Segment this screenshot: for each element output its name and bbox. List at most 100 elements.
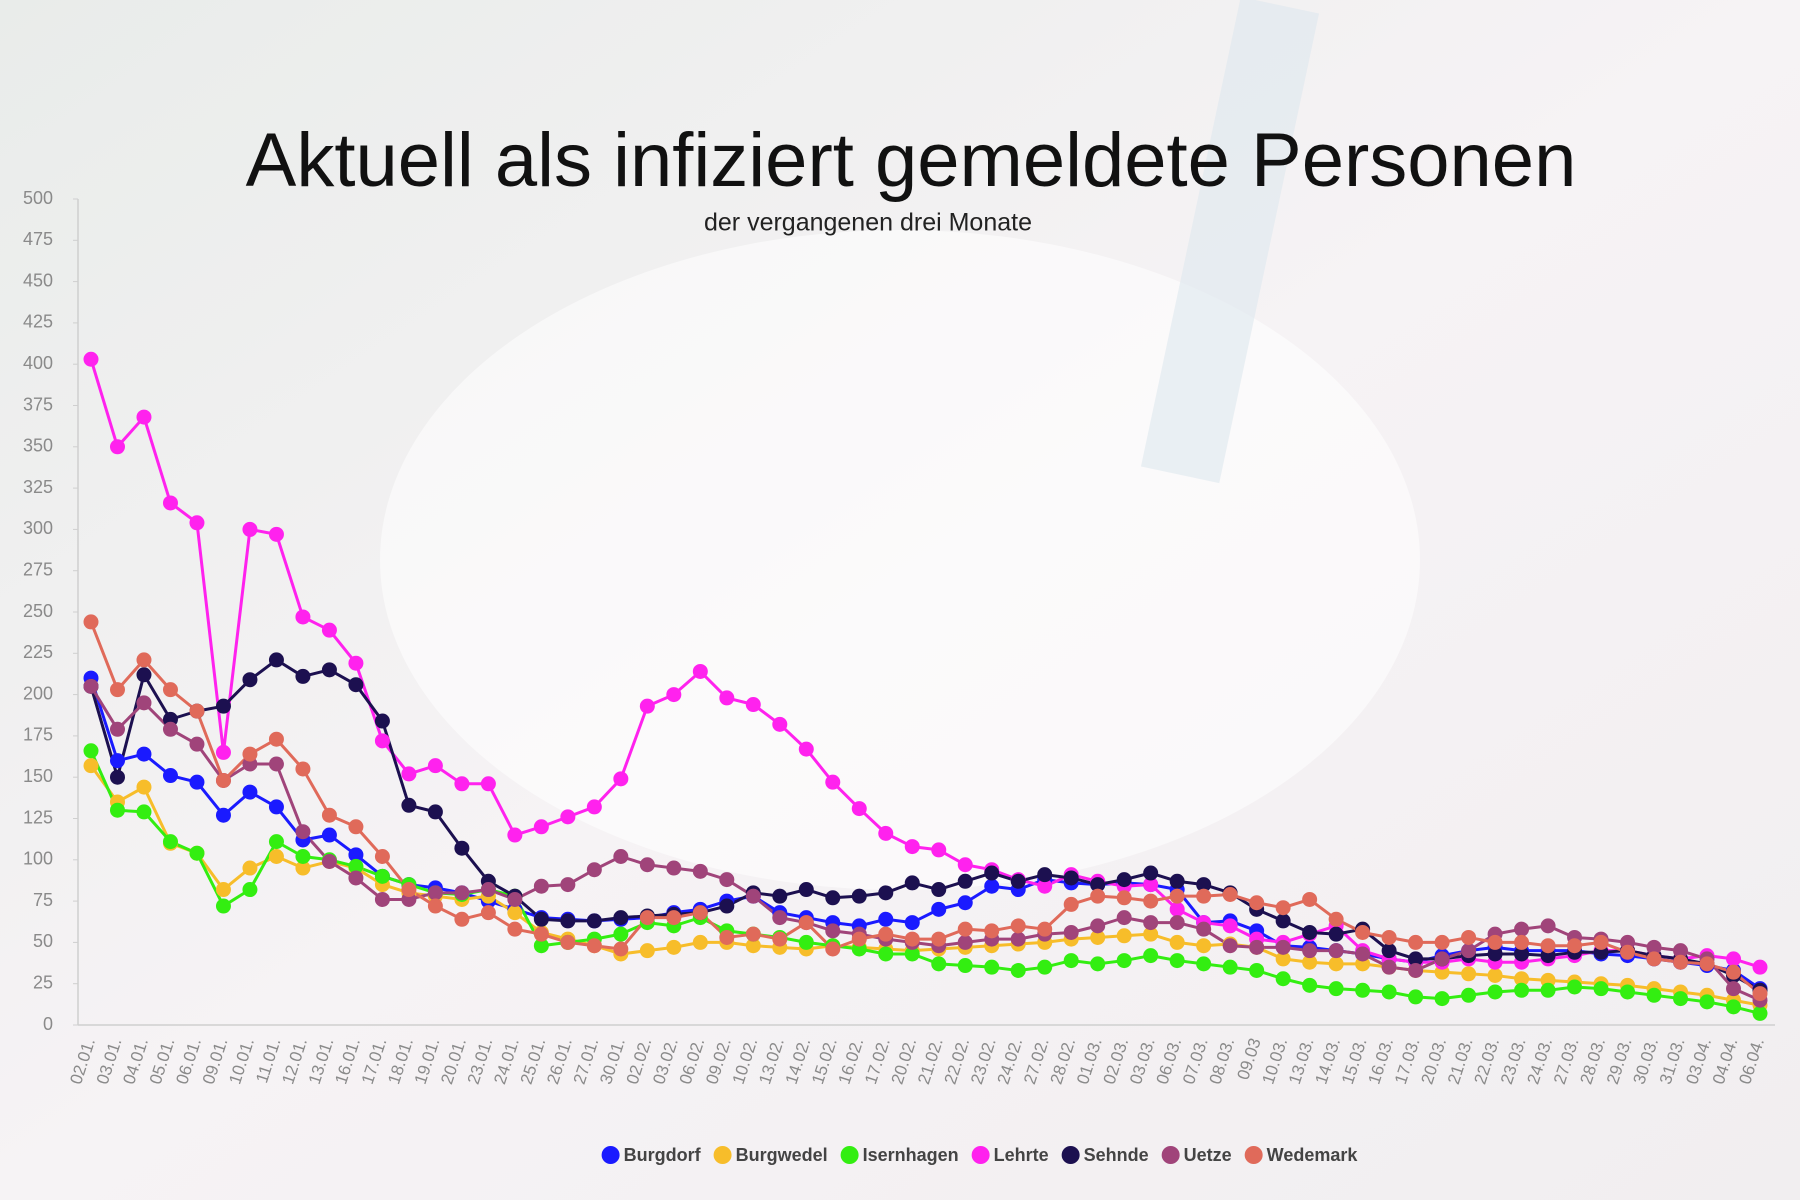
data-point [957, 934, 973, 950]
y-tick-label: 400 [23, 353, 53, 373]
data-point [533, 878, 549, 894]
data-point [1169, 888, 1185, 904]
data-point [215, 807, 231, 823]
y-tick-label: 375 [23, 394, 53, 414]
legend: Burgdorf Burgwedel Isernhagen Lehrte Sehnde U… [601, 1145, 1358, 1165]
data-point [560, 877, 576, 893]
data-point [1726, 999, 1742, 1015]
data-point [1593, 934, 1609, 950]
data-point [1169, 953, 1185, 969]
data-point [1514, 971, 1530, 987]
data-point [1302, 924, 1318, 940]
data-point [1143, 865, 1159, 881]
data-point [1037, 959, 1053, 975]
data-point [374, 848, 390, 864]
data-point [295, 848, 311, 864]
data-point [1673, 991, 1689, 1007]
data-point [639, 910, 655, 926]
data-point [586, 913, 602, 929]
legend-marker [1161, 1146, 1180, 1164]
data-point [613, 771, 629, 787]
data-point [1116, 890, 1132, 906]
y-tick-label: 275 [23, 559, 53, 579]
data-point [1302, 891, 1318, 907]
y-tick-label: 100 [23, 849, 53, 869]
data-point [1063, 953, 1079, 969]
data-point [136, 746, 152, 762]
y-tick-label: 150 [23, 766, 53, 786]
data-point [533, 911, 549, 927]
data-point [1726, 951, 1742, 967]
y-tick-label: 75 [33, 890, 53, 910]
data-point [984, 878, 1000, 894]
data-point [1275, 939, 1291, 955]
data-point [242, 521, 258, 537]
background-shape [1140, 0, 1320, 484]
data-point [613, 941, 629, 957]
data-point [931, 842, 947, 858]
data-point [427, 804, 443, 820]
data-point [1010, 873, 1026, 889]
data-point [1328, 981, 1344, 997]
data-point [401, 766, 417, 782]
data-point [1355, 982, 1371, 998]
legend-item: Burgdorf [601, 1145, 702, 1165]
data-point [242, 860, 258, 876]
series-line [89, 621, 1761, 995]
data-point [374, 733, 390, 749]
data-point [904, 946, 920, 962]
data-point [772, 910, 788, 926]
data-point [1143, 915, 1159, 931]
data-point [109, 753, 125, 769]
data-point [745, 938, 761, 954]
series-line [89, 764, 1761, 1007]
data-point [1408, 962, 1424, 978]
data-point [507, 921, 523, 937]
data-point [136, 804, 152, 820]
data-point [83, 758, 99, 774]
data-point [295, 761, 311, 777]
y-tick-label: 0 [43, 1014, 53, 1034]
data-point [772, 888, 788, 904]
data-point [1063, 870, 1079, 886]
data-point [1699, 956, 1715, 972]
legend-label: Uetze [1184, 1145, 1232, 1165]
data-point [162, 682, 178, 698]
data-point [1540, 982, 1556, 998]
data-point [1037, 867, 1053, 883]
data-point [268, 731, 284, 747]
data-point [692, 905, 708, 921]
data-point [454, 885, 470, 901]
data-point [745, 926, 761, 942]
data-point [1355, 946, 1371, 962]
series-line [89, 750, 1761, 1015]
data-point [1169, 934, 1185, 950]
data-point [1302, 954, 1318, 970]
data-point [1143, 948, 1159, 964]
data-point [984, 959, 1000, 975]
data-point [1461, 929, 1477, 945]
y-tick-label: 200 [23, 683, 53, 703]
data-point [1196, 921, 1212, 937]
series-line [89, 658, 1761, 992]
data-point [1646, 951, 1662, 967]
legend-item: Lehrte [971, 1145, 1049, 1165]
data-point [1328, 911, 1344, 927]
y-tick-label: 25 [33, 972, 53, 992]
data-point [957, 958, 973, 974]
data-point [1302, 943, 1318, 959]
data-point [798, 934, 814, 950]
y-tick-label: 425 [23, 312, 53, 332]
data-point [957, 921, 973, 937]
data-point [1275, 913, 1291, 929]
data-point [374, 713, 390, 729]
data-point [878, 825, 894, 841]
data-point [1567, 938, 1583, 954]
data-point [295, 609, 311, 625]
data-point [1196, 938, 1212, 954]
data-point [427, 758, 443, 774]
legend-label: Burgwedel [736, 1145, 828, 1165]
data-point [1646, 939, 1662, 955]
